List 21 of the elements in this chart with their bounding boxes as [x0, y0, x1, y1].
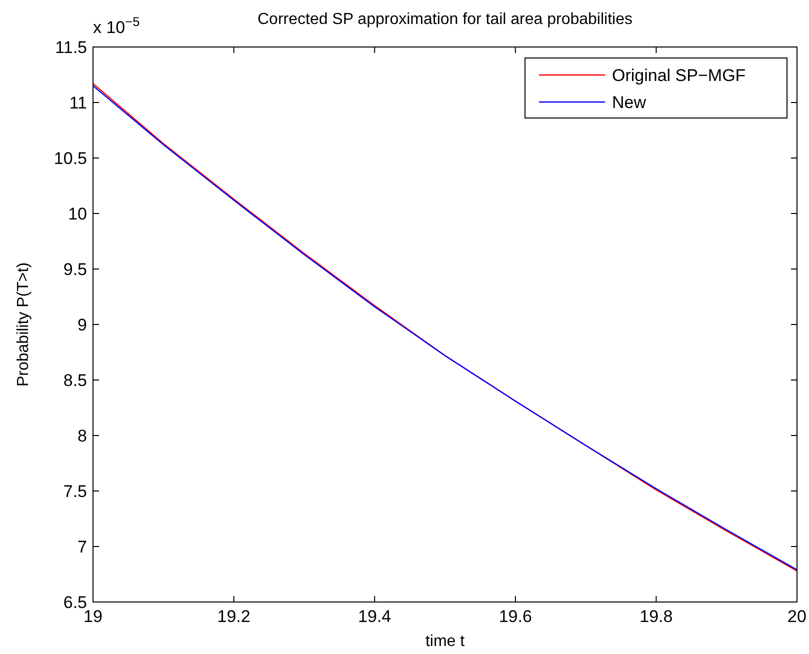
text: x 10$^{−5}$ — [93, 14, 140, 37]
x-tick-label: 19.6 — [498, 607, 532, 626]
y-tick-label: 7.5 — [63, 482, 87, 501]
y-tick-label: 10 — [68, 204, 87, 224]
legend-label: New — [612, 92, 647, 112]
y-tick-label: 11 — [69, 93, 87, 112]
legend-label: Original SP−MGF — [612, 66, 746, 85]
x-tick-label: 20 — [788, 607, 806, 626]
y-tick-label: 7 — [78, 537, 87, 556]
y-tick-label: 8 — [78, 426, 87, 446]
x-tick-label: 19.8 — [640, 607, 673, 626]
x-tick-label: 19.2 — [217, 607, 250, 626]
y-tick-label: 9.5 — [63, 260, 87, 279]
y-tick-label: 10.5 — [54, 148, 87, 168]
y-tick-label: 9 — [78, 315, 87, 334]
y-tick-label: 11.5 — [55, 38, 87, 57]
x-axis-title: time t — [425, 633, 466, 650]
y-tick-label: 8.5 — [63, 370, 87, 390]
chart-title: Corrected SP approximation for tail area probabilities — [257, 11, 633, 28]
x-tick-label: 19.4 — [358, 607, 392, 626]
y-axis-title: Probability P(T>t) — [15, 262, 32, 387]
